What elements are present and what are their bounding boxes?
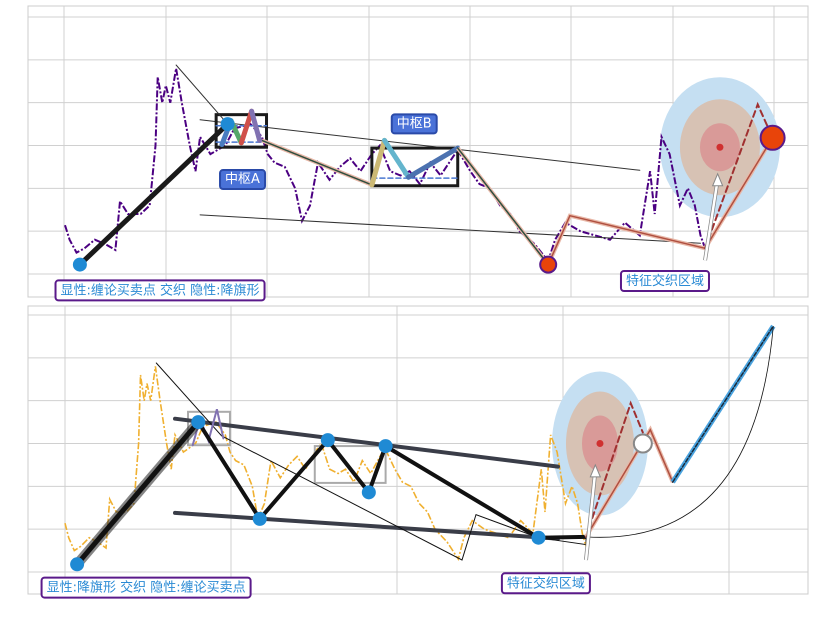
pattern-label: 显性:降旗形 交织 隐性:缠论买卖点 <box>47 580 246 596</box>
projection-dashed <box>704 101 774 250</box>
target-center <box>596 440 604 447</box>
pivot-7 <box>531 530 546 545</box>
pivot-1 <box>70 557 85 572</box>
feature-zone-label: 特征交织区域 <box>507 575 585 591</box>
lower-trendline <box>199 214 701 244</box>
buy-stroke <box>77 121 231 268</box>
pattern-label-box <box>40 576 252 599</box>
lower-channel <box>173 510 560 541</box>
projection-up <box>671 325 775 483</box>
arrow-head-icon <box>589 463 602 478</box>
first-buy-badge <box>539 255 558 274</box>
pivot-4 <box>320 433 335 448</box>
projection-arc <box>585 326 774 538</box>
pivot-5 <box>361 485 376 500</box>
thin-path <box>155 362 587 561</box>
feature-zone-label: 特征交织区域 <box>626 273 704 289</box>
buy-point-a <box>220 117 235 132</box>
zhongshu-b-stroke-3 <box>406 145 461 180</box>
peak-down-stroke <box>175 64 229 125</box>
zhongshu-b-label-box <box>390 113 438 135</box>
zhongshu-b-stroke-1 <box>369 137 387 188</box>
upper-trendline <box>199 119 641 171</box>
third-buy-badge <box>632 433 653 454</box>
arrow-shaft <box>584 470 597 561</box>
pattern-label-box <box>54 279 266 302</box>
zhongshu-a-stroke-4 <box>249 108 263 143</box>
rebound-segment <box>547 137 774 266</box>
segment-a-to-b <box>261 139 373 186</box>
zhongshu-a-label-box <box>219 169 267 191</box>
price-series-line <box>64 68 707 264</box>
projection-path <box>585 428 674 538</box>
zhongshu-a-stroke-3 <box>238 108 255 146</box>
pivot-3 <box>252 511 267 526</box>
main-zigzag-start <box>74 419 201 567</box>
zhongshu-b-stroke-2 <box>382 137 411 180</box>
upper-channel <box>173 416 560 469</box>
target-center <box>716 143 724 151</box>
pivot-2 <box>191 415 206 430</box>
pivot-6 <box>378 439 393 454</box>
projection-dashed <box>585 400 644 538</box>
arrow-head-icon <box>711 172 724 187</box>
feature-zone-label-box <box>500 572 591 595</box>
arrow-shaft <box>703 179 719 261</box>
buy-point-start <box>72 257 87 272</box>
zhongshu-a-box <box>214 113 269 149</box>
third-buy-badge <box>759 124 786 151</box>
zhongshu-b-box <box>370 146 460 188</box>
gray-box-2 <box>313 445 387 484</box>
down-segment <box>456 147 549 266</box>
pattern-label: 显性:缠论买卖点 交织 隐性:降旗形 <box>61 282 260 298</box>
bottom-panel: 特征交织区域 显性:降旗形 交织 隐性:缠论买卖点 <box>27 305 809 599</box>
feature-zone-label-box <box>619 269 710 292</box>
zhongshu-b-label: 中枢B <box>397 116 432 131</box>
zhongshu-a-label: 中枢A <box>225 172 260 187</box>
